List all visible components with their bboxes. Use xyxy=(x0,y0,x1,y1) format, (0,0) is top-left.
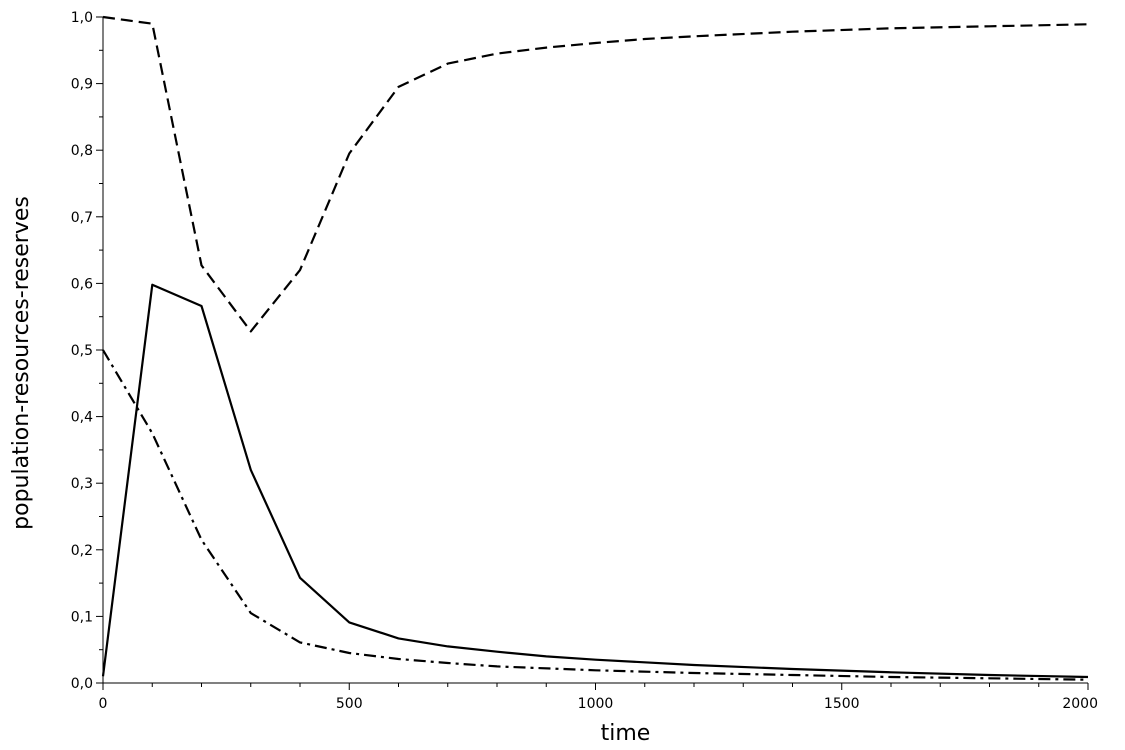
y-tick-label: 1,0 xyxy=(71,10,93,26)
y-tick-label: 0,0 xyxy=(71,676,93,692)
y-tick-label: 0,6 xyxy=(71,276,93,292)
y-minor-ticks xyxy=(99,49,103,651)
y-tick-label: 0,5 xyxy=(71,343,93,359)
series-line-dash-dot xyxy=(102,349,1089,681)
series-line-dashed xyxy=(102,15,1089,333)
x-axis-ticks: 0 500 1000 1500 2000 xyxy=(99,683,1098,712)
y-tick-label: 0,7 xyxy=(71,210,93,226)
x-tick-label: 500 xyxy=(336,696,363,712)
y-tick-label: 0,3 xyxy=(71,476,93,492)
y-tick-label: 0,2 xyxy=(71,543,93,559)
x-minor-ticks xyxy=(151,683,1040,687)
y-axis-ticks: 0,0 0,1 0,2 0,3 0,4 0,5 0,6 0,7 0,8 0,9 1,0 xyxy=(71,10,103,692)
series-line-solid xyxy=(101,283,1089,679)
y-tick-label: 0,4 xyxy=(71,410,93,426)
series-layer xyxy=(101,15,1089,681)
y-tick-label: 0,1 xyxy=(71,609,93,625)
y-tick-label: 0,8 xyxy=(71,143,93,159)
x-tick-label: 2000 xyxy=(1062,696,1098,712)
y-axis-title: population-resources-reserves xyxy=(9,196,34,530)
x-tick-label: 1000 xyxy=(578,696,614,712)
x-axis-title: time xyxy=(601,721,651,746)
y-tick-label: 0,9 xyxy=(71,77,93,93)
x-tick-label: 0 xyxy=(99,696,108,712)
x-tick-label: 1500 xyxy=(824,696,860,712)
